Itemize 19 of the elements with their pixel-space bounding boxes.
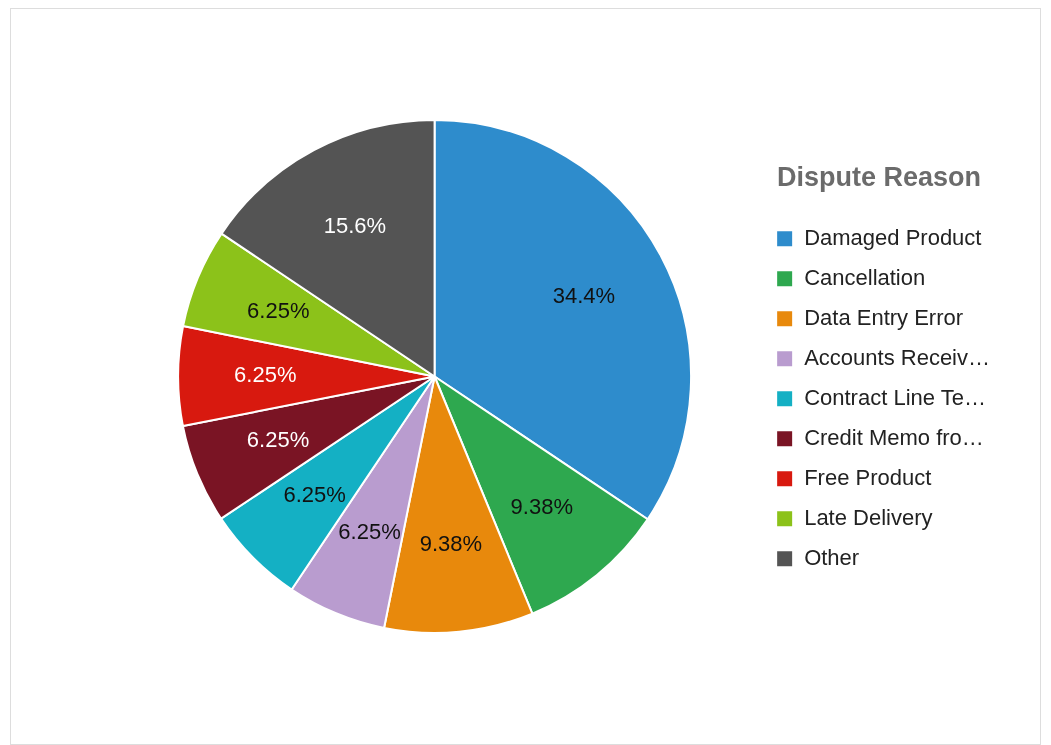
data-label: 6.25%	[234, 362, 297, 388]
data-label: 9.38%	[419, 531, 483, 557]
legend-label: Free Product	[804, 464, 932, 490]
legend-title: Dispute Reason	[777, 162, 982, 193]
legend-label: Other	[804, 544, 860, 570]
legend-label: Data Entry Error	[804, 304, 964, 330]
data-label: 6.25%	[247, 297, 310, 323]
legend-label: Late Delivery	[804, 504, 933, 530]
legend-label: Cancellation	[804, 264, 926, 290]
data-label: 6.25%	[283, 482, 346, 508]
data-label: 6.25%	[338, 518, 401, 544]
legend-label: Credit Memo fro…	[804, 424, 984, 450]
data-label: 15.6%	[323, 213, 387, 239]
legend-label: Contract Line Te…	[804, 384, 986, 410]
data-label: 6.25%	[246, 427, 310, 453]
legend-label: Accounts Receiv…	[804, 344, 991, 370]
legend-label: Damaged Product	[804, 224, 982, 250]
data-label: 9.38%	[510, 493, 573, 519]
data-label: 34.4%	[552, 282, 616, 308]
